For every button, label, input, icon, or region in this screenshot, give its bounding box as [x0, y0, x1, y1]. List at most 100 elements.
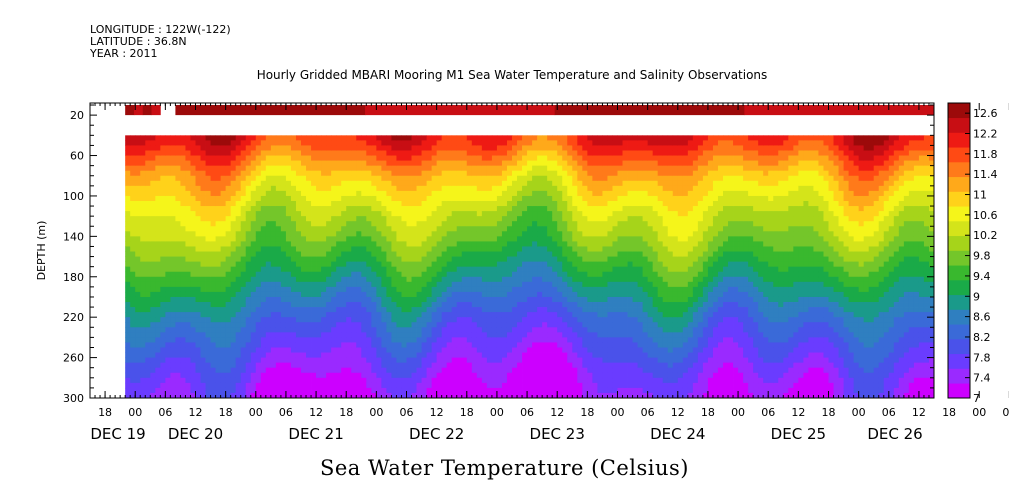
heatmap-cell	[195, 211, 201, 217]
heatmap-cell	[577, 271, 583, 278]
heatmap-cell	[321, 302, 327, 308]
heatmap-cell	[190, 327, 196, 333]
heatmap-cell	[125, 160, 131, 167]
heatmap-cell	[582, 352, 588, 358]
heatmap-cell	[567, 170, 573, 177]
heatmap-cell	[356, 266, 362, 273]
heatmap-cell	[275, 266, 282, 273]
heatmap-cell	[361, 246, 367, 252]
heatmap-cell	[321, 140, 327, 146]
heatmap-cell	[587, 377, 593, 384]
heatmap-cell	[471, 165, 478, 172]
heatmap-cell	[517, 286, 523, 293]
heatmap-cell	[517, 236, 523, 242]
heatmap-cell	[406, 291, 412, 298]
heatmap-cell	[265, 367, 272, 374]
heatmap-cell	[376, 322, 382, 328]
heatmap-cell	[351, 312, 357, 318]
heatmap-cell	[125, 327, 131, 333]
heatmap-cell	[416, 357, 422, 364]
heatmap-cell	[451, 251, 458, 257]
heatmap-cell	[301, 392, 307, 399]
heatmap-cell	[175, 211, 181, 217]
heatmap-cell	[481, 347, 488, 353]
heatmap-cell	[527, 190, 533, 197]
heatmap-cell	[597, 302, 603, 308]
heatmap-cell	[431, 160, 438, 167]
heatmap-cell	[476, 362, 483, 369]
heatmap-cell	[240, 140, 247, 146]
heatmap-cell	[170, 382, 176, 389]
heatmap-cell	[255, 150, 262, 156]
heatmap-cell	[461, 246, 468, 252]
heatmap-cell	[255, 155, 262, 161]
heatmap-cell	[557, 337, 563, 343]
heatmap-cell	[265, 145, 272, 151]
heatmap-cell	[557, 367, 563, 374]
heatmap-cell	[326, 195, 332, 202]
heatmap-cell	[406, 271, 412, 278]
heatmap-cell	[301, 377, 307, 384]
heatmap-cell	[562, 281, 568, 288]
heatmap-cell	[185, 347, 191, 353]
heatmap-cell	[532, 281, 538, 288]
heatmap-cell	[582, 337, 588, 343]
heatmap-cell	[552, 337, 558, 343]
heatmap-cell	[280, 367, 287, 374]
heatmap-cell	[331, 175, 337, 182]
heatmap-cell	[160, 170, 166, 177]
heatmap-cell	[421, 226, 427, 232]
heatmap-cell	[225, 190, 232, 197]
heatmap-cell	[527, 392, 533, 399]
heatmap-cell	[311, 266, 317, 273]
heatmap-cell	[356, 261, 362, 268]
heatmap-cell	[542, 372, 548, 379]
heatmap-cell	[326, 145, 332, 151]
heatmap-cell	[235, 150, 242, 156]
heatmap-cell	[471, 216, 478, 222]
heatmap-cell	[240, 307, 247, 313]
heatmap-cell	[506, 337, 513, 343]
heatmap-cell	[426, 296, 433, 303]
heatmap-cell	[250, 372, 257, 379]
heatmap-cell	[572, 246, 578, 252]
heatmap-cell	[235, 180, 242, 187]
heatmap-cell	[175, 342, 181, 348]
heatmap-cell	[190, 145, 196, 151]
heatmap-cell	[321, 185, 327, 192]
heatmap-cell	[466, 276, 473, 283]
heatmap-cell	[456, 251, 463, 257]
heatmap-cell	[306, 170, 312, 177]
heatmap-cell	[225, 266, 232, 273]
heatmap-cell	[240, 337, 247, 343]
heatmap-cell	[275, 327, 282, 333]
heatmap-cell	[426, 286, 433, 293]
heatmap-cell	[376, 170, 382, 177]
heatmap-cell	[501, 332, 508, 338]
heatmap-cell	[210, 165, 216, 172]
heatmap-cell	[155, 382, 161, 389]
heatmap-cell	[165, 332, 171, 338]
heatmap-cell	[421, 387, 427, 394]
heatmap-cell	[250, 302, 257, 308]
heatmap-cell	[311, 261, 317, 268]
heatmap-cell	[190, 332, 196, 338]
heatmap-cell	[336, 296, 342, 303]
heatmap-cell	[376, 155, 382, 161]
heatmap-cell	[140, 352, 146, 358]
heatmap-cell	[411, 296, 417, 303]
heatmap-cell	[150, 150, 156, 156]
heatmap-cell	[180, 302, 186, 308]
heatmap-cell	[542, 286, 548, 293]
heatmap-cell	[290, 256, 297, 263]
heatmap-cell	[290, 180, 297, 187]
heatmap-cell	[361, 302, 367, 308]
heatmap-cell	[476, 246, 483, 252]
heatmap-cell	[215, 362, 222, 369]
heatmap-cell	[185, 231, 191, 237]
heatmap-cell	[255, 271, 262, 278]
heatmap-cell	[411, 211, 417, 217]
heatmap-cell	[160, 135, 166, 141]
heatmap-cell	[577, 135, 583, 141]
